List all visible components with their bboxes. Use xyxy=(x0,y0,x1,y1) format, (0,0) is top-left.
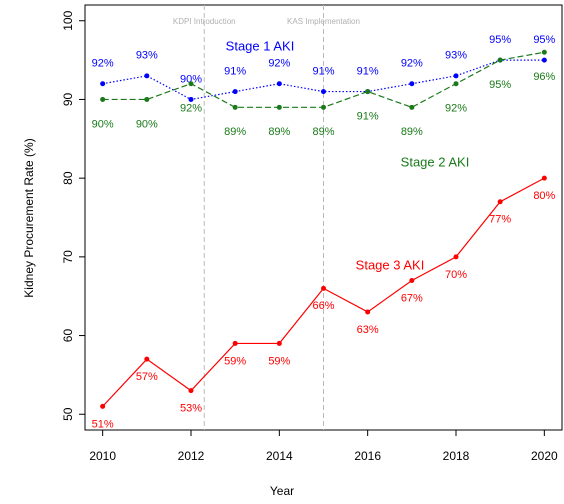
point xyxy=(144,73,150,79)
data-label: 53% xyxy=(180,403,202,415)
point xyxy=(188,388,194,394)
y-axis-label: Kidney Procurement Rate (%) xyxy=(22,138,36,297)
point xyxy=(409,104,415,110)
y-tick-label: 80 xyxy=(61,171,75,185)
x-tick-label: 2010 xyxy=(89,449,116,463)
data-label: 63% xyxy=(357,324,379,336)
x-tick-label: 2018 xyxy=(443,449,470,463)
data-label: 59% xyxy=(268,355,290,367)
data-label: 89% xyxy=(268,126,290,138)
data-label: 91% xyxy=(357,65,379,77)
point xyxy=(409,277,415,283)
x-tick-label: 2012 xyxy=(178,449,205,463)
y-tick-label: 90 xyxy=(61,92,75,106)
point xyxy=(453,81,459,87)
series-name: Stage 1 AKI xyxy=(226,38,295,53)
data-label: 93% xyxy=(445,50,467,62)
point xyxy=(188,81,194,87)
series-line xyxy=(102,177,545,407)
point xyxy=(321,104,326,110)
data-label: 89% xyxy=(312,126,334,138)
data-label: 91% xyxy=(224,65,246,77)
data-label: 90% xyxy=(92,118,114,130)
event-label: KAS Implementation xyxy=(287,17,360,26)
data-label: 77% xyxy=(489,214,511,226)
point xyxy=(232,104,238,110)
y-tick-label: 60 xyxy=(61,329,75,343)
y-tick-label: 100 xyxy=(61,10,75,30)
data-label: 57% xyxy=(136,371,158,383)
data-label: 95% xyxy=(489,34,511,46)
event-label: KDPI Introduction xyxy=(173,17,236,26)
data-label: 95% xyxy=(489,79,511,91)
point xyxy=(365,309,371,315)
data-label: 51% xyxy=(92,418,114,430)
point xyxy=(541,49,547,55)
point xyxy=(453,73,459,79)
data-label: 90% xyxy=(136,118,158,130)
point xyxy=(453,254,459,260)
data-label: 92% xyxy=(268,58,290,70)
point xyxy=(144,96,150,102)
point xyxy=(100,81,106,87)
data-label: 80% xyxy=(533,190,555,202)
data-label: 59% xyxy=(224,355,246,367)
data-label: 95% xyxy=(533,34,555,46)
x-axis-label: Year xyxy=(270,484,294,498)
point xyxy=(232,340,238,346)
y-tick-label: 70 xyxy=(61,250,75,264)
data-label: 90% xyxy=(180,73,202,85)
x-tick-label: 2014 xyxy=(266,449,293,463)
point xyxy=(100,96,106,102)
data-label: 91% xyxy=(357,110,379,122)
point xyxy=(409,81,415,87)
point xyxy=(188,96,194,102)
point xyxy=(100,403,106,409)
data-label: 92% xyxy=(92,58,114,70)
data-label: 96% xyxy=(533,71,555,83)
data-label: 67% xyxy=(401,292,423,304)
data-label: 70% xyxy=(445,269,467,281)
y-tick-label: 50 xyxy=(61,407,75,421)
point xyxy=(365,89,371,95)
point xyxy=(321,89,326,95)
point xyxy=(321,285,326,291)
point xyxy=(276,104,282,110)
data-label: 93% xyxy=(136,50,158,62)
point xyxy=(541,175,547,181)
data-label: 92% xyxy=(445,103,467,115)
point xyxy=(144,356,150,362)
point xyxy=(276,81,282,87)
series-name: Stage 2 AKI xyxy=(401,154,470,169)
series-line xyxy=(102,59,545,101)
x-tick-label: 2020 xyxy=(531,449,558,463)
data-label: 89% xyxy=(224,126,246,138)
data-label: 92% xyxy=(180,103,202,115)
point xyxy=(541,57,547,63)
point xyxy=(497,199,503,205)
data-label: 89% xyxy=(401,126,423,138)
data-label: 91% xyxy=(312,65,334,77)
point xyxy=(232,89,238,95)
point xyxy=(276,340,282,346)
series-name: Stage 3 AKI xyxy=(356,257,425,272)
point xyxy=(497,57,503,63)
data-label: 66% xyxy=(312,300,334,312)
x-tick-label: 2016 xyxy=(354,449,381,463)
data-label: 92% xyxy=(401,58,423,70)
